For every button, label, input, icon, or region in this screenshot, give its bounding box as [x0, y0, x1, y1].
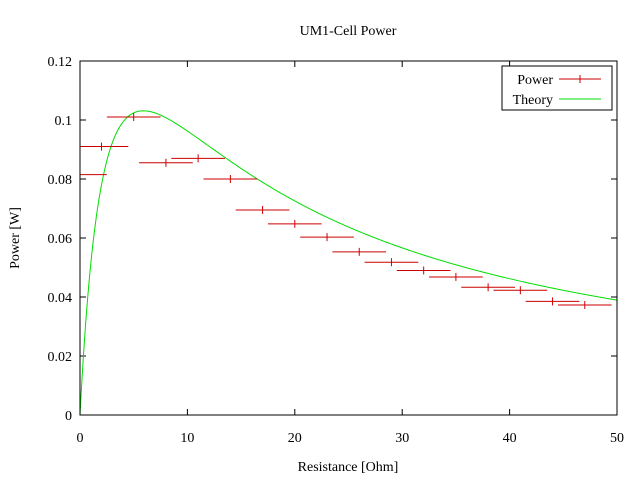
legend-box — [501, 65, 613, 111]
power-point — [461, 283, 515, 292]
x-tick-label: 20 — [288, 431, 302, 446]
y-tick-label: 0 — [65, 409, 72, 424]
power-point — [493, 286, 548, 295]
power-point — [557, 300, 612, 309]
power-point — [203, 175, 258, 183]
x-tick-label: 50 — [610, 431, 624, 446]
plot-frame — [79, 60, 618, 416]
x-axis-label: Resistance [Ohm] — [298, 460, 399, 475]
y-tick-label: 0.08 — [48, 173, 73, 188]
y-tick-label: 0.12 — [48, 55, 73, 70]
x-tick-label: 0 — [77, 431, 84, 446]
power-point — [364, 258, 419, 267]
power-point — [332, 247, 387, 256]
legend-label-power: Power — [517, 73, 553, 88]
y-tick-label: 0.06 — [48, 232, 73, 247]
chart-title: UM1-Cell Power — [300, 24, 397, 39]
power-point — [139, 158, 193, 167]
power-point — [300, 233, 354, 242]
power-point — [235, 205, 290, 214]
x-tick-label: 40 — [503, 431, 517, 446]
y-tick-label: 0.04 — [48, 291, 73, 306]
power-point — [429, 272, 483, 281]
power-point — [525, 297, 580, 306]
legend-label-theory: Theory — [513, 93, 553, 108]
y-tick-label: 0.02 — [48, 350, 73, 365]
x-tick-label: 10 — [180, 431, 194, 446]
power-point — [80, 142, 129, 151]
y-axis-label: Power [W] — [8, 207, 23, 269]
power-point — [396, 266, 451, 275]
power-point — [267, 219, 322, 228]
legend: Power Theory — [501, 65, 613, 111]
x-tick-label: 30 — [395, 431, 409, 446]
power-point — [106, 113, 161, 122]
theory-curve — [79, 110, 618, 416]
y-tick-label: 0.1 — [55, 114, 73, 129]
power-point — [171, 154, 225, 163]
